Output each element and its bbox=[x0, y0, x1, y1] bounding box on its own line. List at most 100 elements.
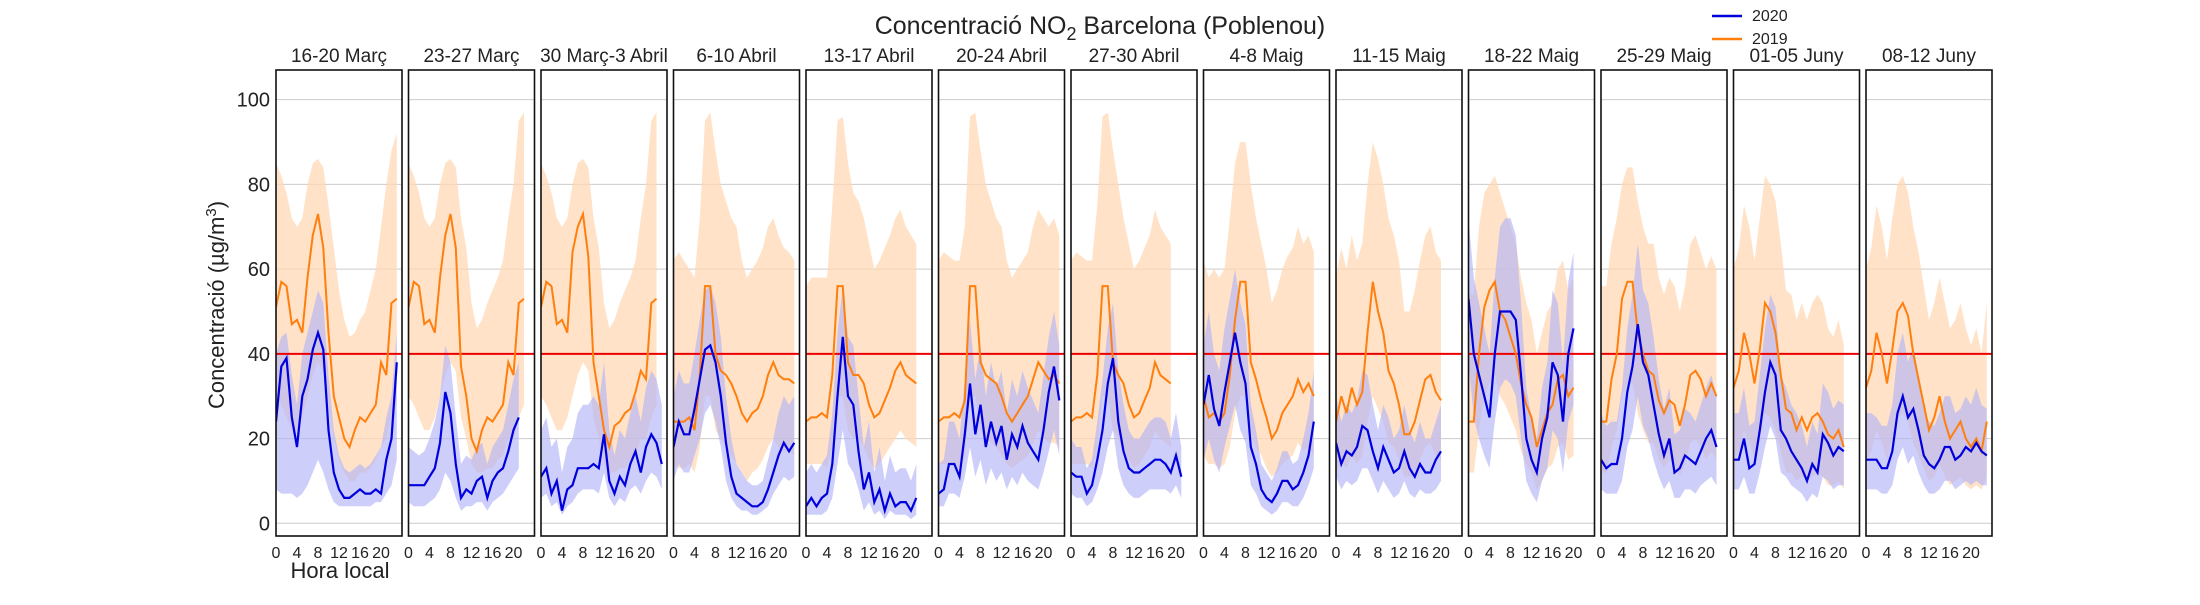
x-tick-label-20: 20 bbox=[902, 545, 920, 562]
panel-2: 23-27 Març 0 4 8 12 16 20 bbox=[404, 46, 536, 562]
x-tick-label-8: 8 bbox=[844, 545, 853, 562]
x-tick-label-4: 4 bbox=[955, 545, 964, 562]
x-tick-label-12: 12 bbox=[1920, 545, 1938, 562]
x-tick-label-12: 12 bbox=[1523, 545, 1541, 562]
x-tick-label-4: 4 bbox=[558, 545, 567, 562]
panel-frame bbox=[1070, 69, 1198, 537]
x-tick-label-0: 0 bbox=[1729, 545, 1738, 562]
y-axis-ticks: 0 20 40 60 80 100 bbox=[237, 90, 270, 536]
panel-plot-area bbox=[1866, 99, 1992, 524]
band-2020-range bbox=[1733, 294, 1844, 503]
y-axis-label-suffix: ) bbox=[204, 201, 229, 208]
x-tick-label-12: 12 bbox=[728, 545, 746, 562]
x-tick-label-12: 12 bbox=[993, 545, 1011, 562]
band-2020-range bbox=[1468, 218, 1574, 503]
panel-plot-area bbox=[1733, 99, 1860, 524]
panel-12: 01-05 Juny 0 4 8 12 16 20 bbox=[1729, 46, 1861, 562]
legend-label-2020: 2020 bbox=[1752, 8, 1788, 25]
x-tick-label-16: 16 bbox=[1279, 545, 1297, 562]
panel-frame bbox=[275, 69, 403, 537]
x-tick-label-12: 12 bbox=[1125, 545, 1143, 562]
band-2020-range bbox=[1336, 370, 1441, 498]
x-tick-label-0: 0 bbox=[272, 545, 281, 562]
series-2019-line bbox=[541, 210, 658, 451]
y-axis-label-superscript: 3 bbox=[203, 208, 220, 216]
panel-title: 08-12 Juny bbox=[1882, 46, 1977, 67]
series-2019-line bbox=[806, 285, 917, 423]
panel-frame bbox=[407, 69, 536, 537]
x-tick-label-20: 20 bbox=[1830, 545, 1848, 562]
x-tick-label-20: 20 bbox=[1432, 545, 1450, 562]
x-tick-label-4: 4 bbox=[1088, 545, 1097, 562]
x-tick-label-20: 20 bbox=[505, 545, 523, 562]
series-2019-line bbox=[1336, 281, 1442, 436]
panel-plot-area bbox=[1336, 99, 1462, 524]
x-tick-label-4: 4 bbox=[1883, 545, 1892, 562]
x-tick-label-16: 16 bbox=[1146, 545, 1164, 562]
x-axis-label: Hora local bbox=[290, 558, 389, 583]
x-tick-label-4: 4 bbox=[1220, 545, 1229, 562]
x-tick-label-0: 0 bbox=[1067, 545, 1076, 562]
series-2019-line bbox=[408, 213, 525, 455]
x-tick-label-12: 12 bbox=[463, 545, 481, 562]
series-2020-line bbox=[276, 328, 398, 499]
band-2019-range bbox=[806, 116, 917, 469]
series-2020-line bbox=[1336, 423, 1442, 480]
chart-title: Concentració NO2 Barcelona (Poblenou) bbox=[875, 12, 1326, 44]
series-2019-line bbox=[673, 285, 795, 431]
x-tick-label-12: 12 bbox=[1655, 545, 1673, 562]
panel-3: 30 Març-3 Abril 0 4 8 12 16 20 bbox=[537, 46, 668, 562]
x-tick-label-16: 16 bbox=[1809, 545, 1827, 562]
x-tick-label-4: 4 bbox=[1485, 545, 1494, 562]
band-2020-range bbox=[938, 311, 1060, 507]
panel-title: 27-30 Abril bbox=[1089, 46, 1180, 67]
series-2019-line bbox=[1601, 280, 1718, 427]
panel-plot-area bbox=[938, 99, 1065, 524]
panel-plot-area bbox=[1468, 99, 1595, 524]
series-2020-line bbox=[408, 391, 520, 503]
panel-6: 20-24 Abril 0 4 8 12 16 20 bbox=[934, 46, 1066, 562]
panel-7: 27-30 Abril 0 4 8 12 16 20 bbox=[1067, 46, 1198, 562]
panel-plot-area bbox=[1203, 99, 1330, 524]
x-tick-label-16: 16 bbox=[1544, 545, 1562, 562]
panel-frame bbox=[1202, 69, 1331, 537]
band-2020-range bbox=[1866, 332, 1987, 494]
y-tick-label-40: 40 bbox=[248, 344, 270, 366]
x-tick-label-8: 8 bbox=[314, 545, 323, 562]
panel-frame bbox=[540, 69, 668, 537]
panel-10: 18-22 Maig 0 4 8 12 16 20 bbox=[1464, 46, 1596, 562]
panel-title: 13-17 Abril bbox=[824, 46, 915, 67]
x-tick-label-20: 20 bbox=[1697, 545, 1715, 562]
panel-title: 4-8 Maig bbox=[1230, 46, 1304, 67]
panel-frame bbox=[1600, 69, 1728, 537]
x-tick-label-12: 12 bbox=[1258, 545, 1276, 562]
series-2019-line bbox=[1071, 285, 1172, 423]
series-2019-line bbox=[938, 285, 1061, 424]
series-2020-line bbox=[806, 336, 918, 515]
series-2019-line bbox=[1203, 280, 1315, 442]
x-tick-label-20: 20 bbox=[1300, 545, 1318, 562]
x-tick-label-0: 0 bbox=[1862, 545, 1871, 562]
panel-title: 18-22 Maig bbox=[1484, 46, 1579, 67]
series-2020-line bbox=[1601, 324, 1718, 475]
x-tick-label-0: 0 bbox=[802, 545, 811, 562]
panel-plot-area bbox=[276, 99, 402, 524]
panel-13: 08-12 Juny 0 4 8 12 16 20 bbox=[1862, 46, 1993, 562]
x-tick-label-20: 20 bbox=[1565, 545, 1583, 562]
panel-frame bbox=[1732, 69, 1861, 537]
x-tick-label-8: 8 bbox=[976, 545, 985, 562]
x-tick-label-4: 4 bbox=[690, 545, 699, 562]
title-subscript: 2 bbox=[1066, 24, 1076, 44]
x-tick-label-16: 16 bbox=[749, 545, 767, 562]
panel-title: 25-29 Maig bbox=[1616, 46, 1711, 67]
panel-11: 25-29 Maig 0 4 8 12 16 20 bbox=[1597, 46, 1728, 562]
x-tick-label-20: 20 bbox=[1035, 545, 1053, 562]
band-2020-range bbox=[541, 362, 662, 515]
panel-title: 11-15 Maig bbox=[1352, 46, 1446, 67]
x-tick-label-8: 8 bbox=[1506, 545, 1515, 562]
x-tick-label-0: 0 bbox=[1332, 545, 1341, 562]
panel-1: 16-20 Març 0 4 8 12 16 20 bbox=[272, 46, 403, 562]
x-tick-label-20: 20 bbox=[1962, 545, 1980, 562]
x-tick-label-0: 0 bbox=[1199, 545, 1208, 562]
